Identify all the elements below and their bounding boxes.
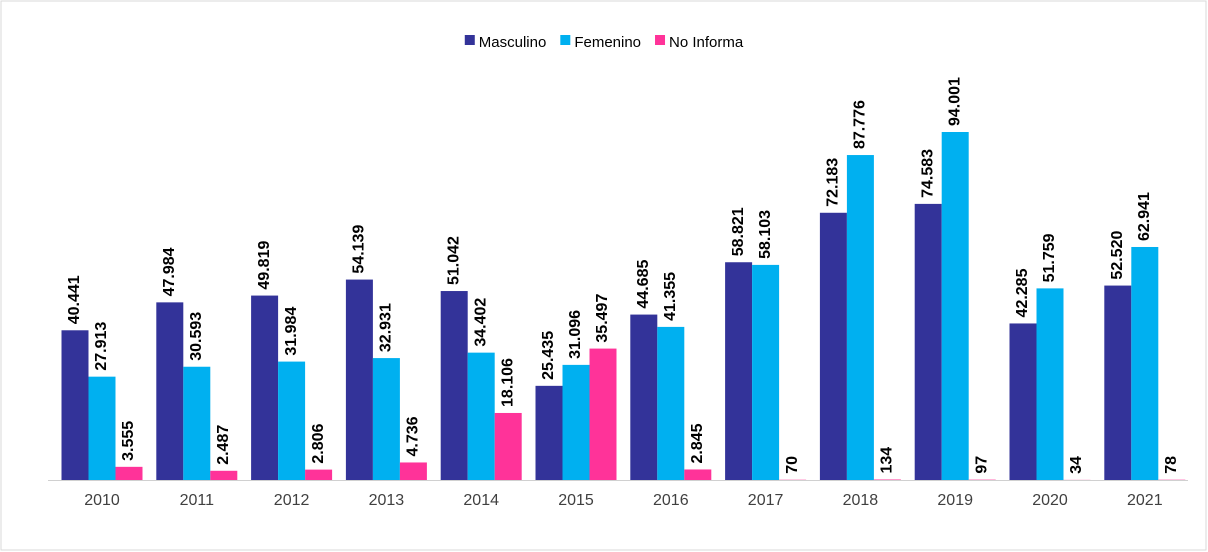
value-label: 25.435 — [540, 331, 557, 380]
value-label: 35.497 — [594, 294, 611, 343]
bar — [1131, 246, 1159, 480]
bar — [657, 326, 685, 480]
bar — [589, 348, 617, 480]
value-label: 54.139 — [351, 225, 368, 274]
bar — [725, 262, 753, 480]
bar — [467, 352, 495, 480]
bar — [1036, 288, 1064, 480]
legend-label: Femenino — [574, 34, 641, 51]
bar — [1104, 285, 1132, 480]
x-tick-label: 2021 — [1127, 492, 1163, 509]
value-label: 4.736 — [405, 416, 422, 456]
value-label: 34 — [1068, 456, 1085, 474]
bar — [251, 295, 279, 480]
value-label: 78 — [1163, 456, 1180, 474]
value-label: 18.106 — [499, 358, 516, 407]
value-label: 30.593 — [188, 312, 205, 361]
bar — [278, 361, 306, 480]
bar — [156, 302, 184, 480]
value-label: 72.183 — [825, 158, 842, 207]
value-label: 47.984 — [161, 247, 178, 296]
x-tick-label: 2010 — [84, 492, 120, 509]
value-label: 97 — [973, 456, 990, 474]
value-label: 94.001 — [946, 77, 963, 126]
value-label: 2.845 — [689, 423, 706, 463]
value-label: 32.931 — [378, 303, 395, 352]
value-label: 58.103 — [757, 210, 774, 259]
legend-label: Masculino — [479, 34, 547, 51]
x-tick-label: 2014 — [463, 492, 499, 509]
x-tick-label: 2016 — [653, 492, 689, 509]
value-label: 27.913 — [93, 322, 110, 371]
legend-swatch — [560, 35, 571, 45]
x-tick-label: 2019 — [937, 492, 973, 509]
bar — [210, 470, 238, 480]
value-label: 2.487 — [215, 425, 232, 465]
bar — [752, 264, 780, 480]
value-label: 58.821 — [730, 207, 747, 256]
value-label: 70 — [784, 456, 801, 474]
value-label: 34.402 — [472, 298, 489, 347]
value-label: 41.355 — [662, 272, 679, 321]
value-label: 49.819 — [256, 241, 273, 290]
bar — [630, 314, 658, 480]
legend-swatch — [464, 35, 475, 45]
bar — [494, 412, 522, 480]
value-label: 52.520 — [1109, 231, 1126, 280]
bar — [88, 376, 116, 480]
bar — [914, 203, 942, 480]
value-label: 31.096 — [567, 310, 584, 359]
x-tick-label: 2011 — [180, 492, 215, 509]
bar — [399, 462, 427, 480]
x-tick-label: 2012 — [274, 492, 310, 509]
bar — [846, 155, 874, 480]
x-tick-label: 2018 — [843, 492, 879, 509]
bar — [941, 132, 969, 480]
x-tick-label: 2017 — [748, 492, 784, 509]
x-tick-label: 2020 — [1032, 492, 1068, 509]
value-label: 42.285 — [1014, 268, 1031, 317]
value-label: 62.941 — [1136, 192, 1153, 241]
bar — [372, 358, 400, 480]
bar — [61, 330, 89, 480]
value-label: 44.685 — [635, 260, 652, 309]
bar — [562, 364, 590, 480]
x-tick-label: 2013 — [369, 492, 405, 509]
value-label: 31.984 — [283, 307, 300, 356]
bar — [684, 469, 712, 480]
bar — [115, 466, 143, 480]
value-label: 3.555 — [120, 421, 137, 461]
legend-label: No Informa — [669, 34, 744, 51]
value-label: 87.776 — [852, 100, 869, 149]
bar — [305, 469, 333, 480]
bar — [183, 366, 211, 480]
value-label: 51.042 — [445, 236, 462, 285]
value-label: 40.441 — [66, 275, 83, 324]
legend-swatch — [655, 35, 666, 45]
bar — [1009, 323, 1037, 480]
bar — [819, 212, 847, 480]
value-label: 74.583 — [919, 149, 936, 198]
bar — [440, 291, 468, 480]
value-label: 51.759 — [1041, 233, 1058, 282]
bar — [535, 385, 563, 480]
value-label: 2.806 — [310, 423, 327, 463]
value-label: 134 — [879, 447, 896, 474]
x-tick-label: 2015 — [558, 492, 594, 509]
bar — [345, 279, 373, 480]
